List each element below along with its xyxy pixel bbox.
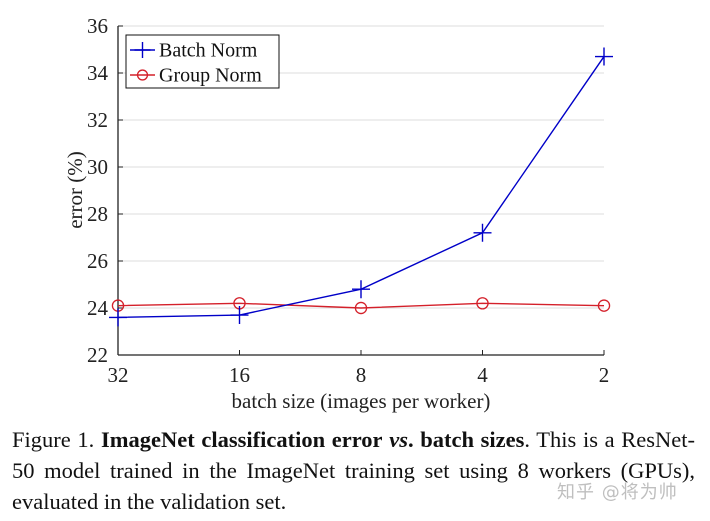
x-axis-label: batch size (images per worker) bbox=[232, 389, 491, 413]
x-tick-label: 8 bbox=[356, 363, 367, 387]
plus-marker-icon bbox=[109, 308, 127, 327]
plus-marker-icon bbox=[230, 306, 249, 325]
circle-marker-icon bbox=[597, 299, 611, 312]
plus-marker-icon bbox=[134, 42, 151, 58]
plus-marker-icon bbox=[473, 223, 492, 242]
y-tick-label: 32 bbox=[87, 108, 108, 132]
y-tick-label: 22 bbox=[87, 343, 108, 367]
circle-marker-icon bbox=[476, 297, 489, 310]
y-tick-label: 24 bbox=[87, 296, 109, 320]
legend-item: Group Norm bbox=[130, 65, 262, 87]
x-tick-label: 4 bbox=[477, 363, 488, 387]
series-group-norm bbox=[111, 297, 611, 315]
watermark: 知乎 @将为帅 bbox=[557, 482, 678, 503]
line-chart: 22 24 26 28 30 32 34 36 32 16 8 4 2 error (%) batch… bbox=[63, 14, 613, 413]
series-lines bbox=[109, 47, 613, 327]
x-axis: 32 16 8 4 2 bbox=[108, 350, 610, 387]
series-line bbox=[117, 56, 605, 319]
plus-marker-icon bbox=[352, 280, 370, 299]
y-axis: 22 24 26 28 30 32 34 36 bbox=[87, 14, 123, 367]
figure-caption: Figure 1. ImageNet classification error … bbox=[12, 424, 695, 517]
caption-title-vs: vs bbox=[389, 427, 408, 452]
y-tick-label: 30 bbox=[87, 155, 108, 179]
x-tick-label: 16 bbox=[229, 363, 250, 387]
circle-marker-icon bbox=[136, 69, 149, 81]
caption-title-part2: . batch sizes bbox=[407, 427, 525, 452]
caption-label: Figure 1. bbox=[12, 427, 95, 452]
x-tick-label: 32 bbox=[108, 363, 129, 387]
x-tick-label: 2 bbox=[599, 363, 610, 387]
legend-label: Group Norm bbox=[159, 65, 262, 87]
series-line bbox=[117, 302, 605, 309]
y-tick-label: 28 bbox=[87, 202, 108, 226]
y-tick-label: 26 bbox=[87, 249, 108, 273]
y-tick-label: 36 bbox=[87, 14, 108, 38]
caption-body: . This is a ResNet-50 model trained in t… bbox=[12, 427, 696, 514]
plus-marker-icon bbox=[595, 47, 613, 66]
caption-title-part1: ImageNet classification error bbox=[100, 427, 383, 452]
legend-label: Batch Norm bbox=[159, 40, 258, 62]
y-axis-label: error (%) bbox=[63, 151, 87, 229]
legend-box bbox=[125, 34, 280, 89]
legend-item: Batch Norm bbox=[130, 40, 258, 62]
legend: Batch Norm Group Norm bbox=[125, 34, 280, 89]
y-tick-label: 34 bbox=[87, 61, 109, 85]
circle-marker-icon bbox=[354, 301, 368, 315]
series-batch-norm bbox=[109, 47, 613, 327]
